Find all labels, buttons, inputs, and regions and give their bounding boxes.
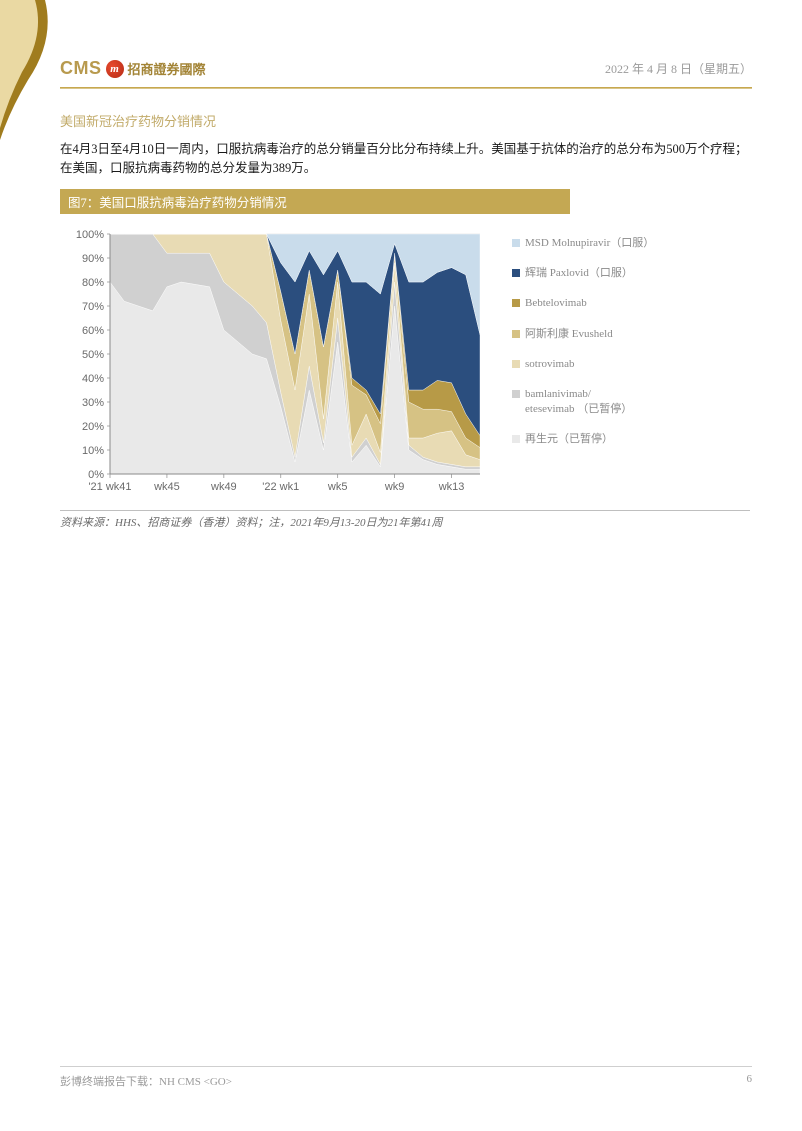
legend-swatch-icon <box>512 269 520 277</box>
legend-swatch-icon <box>512 390 520 398</box>
svg-text:wk5: wk5 <box>327 481 348 493</box>
svg-text:10%: 10% <box>82 445 104 457</box>
header: CMS m 招商證券國際 2022 年 4 月 8 日（星期五） <box>60 58 752 79</box>
legend-label: Bebtelovimab <box>525 296 587 310</box>
svg-text:20%: 20% <box>82 421 104 433</box>
corner-decoration <box>0 0 90 140</box>
svg-text:wk45: wk45 <box>153 481 180 493</box>
svg-text:90%: 90% <box>82 253 104 265</box>
svg-text:wk9: wk9 <box>384 481 405 493</box>
legend-item: sotrovimab <box>512 357 654 371</box>
body-paragraph: 在4月3日至4月10日一周内，口服抗病毒治疗的总分销量百分比分布持续上升。美国基… <box>60 140 752 179</box>
svg-text:100%: 100% <box>76 229 104 241</box>
legend-label: MSD Molnupiravir（口服） <box>525 236 654 250</box>
figure-title-bar: 图7：美国口服抗病毒治疗药物分销情况 <box>60 189 570 214</box>
footer-left: 彭博终端报告下载：NH CMS <GO> <box>60 1073 232 1089</box>
report-date: 2022 年 4 月 8 日（星期五） <box>605 60 752 77</box>
chart-legend: MSD Molnupiravir（口服） 辉瑞 Paxlovid（口服） Bebte… <box>512 222 654 462</box>
legend-swatch-icon <box>512 360 520 368</box>
svg-text:'22 wk1: '22 wk1 <box>262 481 299 493</box>
legend-item: Bebtelovimab <box>512 296 654 310</box>
legend-item: 辉瑞 Paxlovid（口服） <box>512 266 654 280</box>
svg-text:wk13: wk13 <box>438 481 465 493</box>
svg-text:0%: 0% <box>88 469 104 481</box>
legend-item: 再生元（已暂停） <box>512 432 654 446</box>
legend-label: 阿斯利康 Evusheld <box>525 327 613 341</box>
header-rule-thin <box>60 88 752 89</box>
figure-source: 资料来源：HHS、招商证券（香港）资料；注，2021年9月13-20日为21年第… <box>60 510 750 530</box>
legend-swatch-icon <box>512 435 520 443</box>
svg-text:wk49: wk49 <box>210 481 237 493</box>
logo-badge-icon: m <box>106 60 124 78</box>
page-number: 6 <box>747 1073 753 1089</box>
svg-text:'21 wk41: '21 wk41 <box>88 481 131 493</box>
svg-text:30%: 30% <box>82 397 104 409</box>
legend-item: 阿斯利康 Evusheld <box>512 327 654 341</box>
svg-text:50%: 50% <box>82 349 104 361</box>
legend-swatch-icon <box>512 239 520 247</box>
legend-item: MSD Molnupiravir（口服） <box>512 236 654 250</box>
stacked-area-chart: 0% 10% 20% 30% 40% 50% 60% 70% 80% 90% 100% '21 wk4… <box>64 222 494 502</box>
legend-item: bamlanivimab/ etesevimab （已暂停） <box>512 387 654 416</box>
legend-label: sotrovimab <box>525 357 575 371</box>
svg-text:80%: 80% <box>82 277 104 289</box>
svg-text:70%: 70% <box>82 301 104 313</box>
legend-label: 辉瑞 Paxlovid（口服） <box>525 266 633 280</box>
legend-label: bamlanivimab/ etesevimab （已暂停） <box>525 387 632 416</box>
page-footer: 彭博终端报告下载：NH CMS <GO> 6 <box>60 1066 752 1089</box>
section-title: 美国新冠治疗药物分销情况 <box>60 111 752 130</box>
svg-text:40%: 40% <box>82 373 104 385</box>
svg-text:60%: 60% <box>82 325 104 337</box>
logo-text-zh: 招商證券國際 <box>128 59 206 78</box>
legend-swatch-icon <box>512 299 520 307</box>
legend-label: 再生元（已暂停） <box>525 432 613 446</box>
legend-swatch-icon <box>512 330 520 338</box>
